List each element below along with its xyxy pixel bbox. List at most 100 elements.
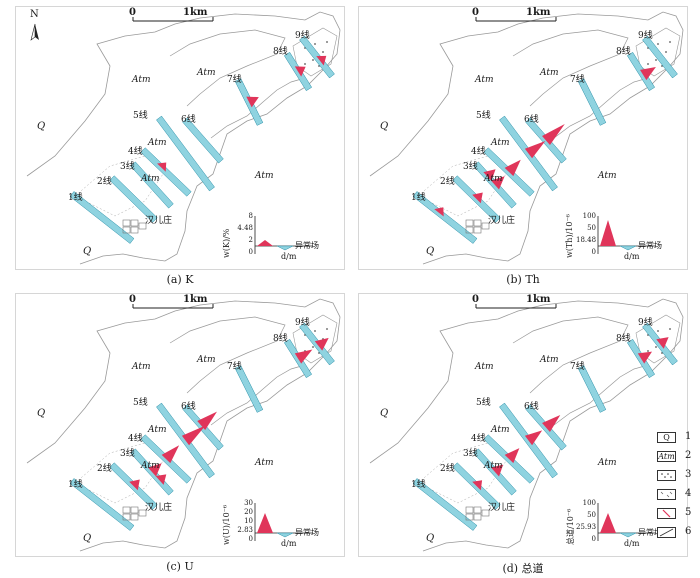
unit-label-q: Q — [83, 246, 92, 257]
map-frame — [358, 293, 688, 557]
line-label: 8线 — [616, 334, 631, 344]
tick-label: 0 — [248, 248, 253, 256]
line-label: 3线 — [120, 449, 135, 459]
unit-label-atm: Atm — [491, 138, 510, 148]
unit-label-q: Q — [380, 121, 389, 132]
legend-num: 4 — [685, 488, 692, 499]
granite-dot — [312, 59, 314, 61]
geologic-boundary — [169, 29, 286, 107]
panel-caption: (b) Th — [506, 273, 540, 286]
geologic-boundary — [553, 77, 649, 139]
geologic-boundary — [26, 11, 341, 265]
diorite-zone — [417, 442, 509, 504]
unit-label-atm: Atm — [255, 458, 274, 468]
scale-bar — [132, 304, 214, 309]
profile-strip-7 — [234, 365, 264, 413]
tick-label: 2 — [248, 236, 253, 244]
legend-item: 3 — [657, 469, 700, 484]
anomaly-peak — [542, 414, 561, 433]
line-label: 3线 — [120, 162, 135, 172]
line-label: 7线 — [570, 362, 585, 372]
map-frame — [15, 6, 345, 270]
unit-label-atm: Atm — [148, 425, 167, 435]
legend-num: 6 — [685, 526, 692, 537]
inset-chart — [254, 503, 313, 541]
unit-label-q: Q — [426, 533, 435, 544]
map-canvas — [358, 293, 688, 557]
line-label: 1线 — [411, 193, 426, 203]
profile-strip-9 — [299, 322, 335, 366]
line-label: 7线 — [227, 75, 242, 85]
anomaly-peak — [181, 425, 206, 446]
inset-chart — [597, 503, 656, 541]
unit-label-q: Q — [380, 408, 389, 419]
scale-bar — [132, 17, 214, 22]
anomaly-label: 异常场 — [638, 528, 662, 537]
anomaly-peak — [483, 169, 496, 182]
legend: Q 1 Atm 2 3 4 5 6 — [657, 431, 700, 542]
anomaly-label: 异常场 — [638, 241, 662, 250]
anomaly-peak — [157, 162, 167, 172]
anomaly-peak — [294, 66, 306, 77]
unit-label-atm: Atm — [255, 171, 274, 181]
scale-distance-label: 1km — [526, 294, 551, 305]
legend-num: 1 — [685, 431, 692, 442]
unit-label-atm: Atm — [540, 355, 559, 365]
anomaly-peak — [490, 464, 504, 477]
y-axis-label: w(Th)/10⁻⁶ — [565, 214, 574, 258]
anomaly-peak — [155, 474, 167, 485]
legend-item: 6 — [657, 526, 700, 541]
profile-strip-2 — [109, 175, 158, 223]
tick-label: 0 — [591, 535, 596, 543]
profile-strip-7 — [577, 365, 607, 413]
tick-label: 2.83 — [237, 526, 253, 534]
line-label: 9线 — [638, 31, 653, 41]
anomaly-peak — [316, 55, 327, 66]
tick-label: 50 — [587, 511, 596, 519]
unit-label-atm: Atm — [484, 461, 503, 471]
tick-label: 100 — [582, 212, 596, 220]
granite-dot — [669, 41, 671, 43]
legend-symbol-granite — [657, 470, 676, 481]
profile-strip-1 — [69, 191, 135, 244]
y-axis-label: w(K)/% — [222, 228, 231, 258]
scale-zero-label: 0 — [472, 294, 479, 305]
anomaly-peak — [147, 463, 162, 477]
line-label: 8线 — [273, 47, 288, 57]
anomaly-peak — [637, 351, 653, 364]
anomaly-label: 异常场 — [295, 528, 319, 537]
place-name: 汉儿庄 — [145, 216, 173, 226]
granite-dot — [326, 328, 328, 330]
unit-label-atm: Atm — [598, 458, 617, 468]
unit-label-atm: Atm — [132, 362, 151, 372]
tick-label: 0 — [591, 248, 596, 256]
profile-strip-1 — [412, 191, 478, 244]
unit-label-atm: Atm — [141, 174, 160, 184]
profile-strip-9 — [299, 35, 335, 79]
legend-num: 3 — [685, 469, 692, 480]
place-name: 汉儿庄 — [488, 503, 516, 513]
unit-label-atm: Atm — [598, 171, 617, 181]
scale-bar — [475, 304, 557, 309]
profile-strip-3 — [130, 161, 174, 209]
line-label: 4线 — [471, 147, 486, 157]
map-canvas — [358, 6, 688, 270]
legend-item: Atm 2 — [657, 450, 700, 465]
geologic-boundary — [512, 316, 629, 394]
line-label: 9线 — [295, 318, 310, 328]
granite-dot — [655, 346, 657, 348]
granite-dot — [657, 330, 659, 332]
line-label: 4线 — [471, 434, 486, 444]
scale-zero-label: 0 — [129, 294, 136, 305]
anomaly-peak — [314, 337, 329, 351]
scale-bar — [475, 17, 557, 22]
line-label: 9线 — [295, 31, 310, 41]
granite-dot — [657, 43, 659, 45]
anomaly-peak — [246, 96, 259, 108]
profile-strip-7 — [577, 78, 607, 126]
tick-label: 30 — [244, 499, 253, 507]
line-label: 2线 — [440, 464, 455, 474]
granite-dot — [326, 41, 328, 43]
map-canvas — [15, 6, 345, 270]
diorite-zone — [74, 442, 166, 504]
